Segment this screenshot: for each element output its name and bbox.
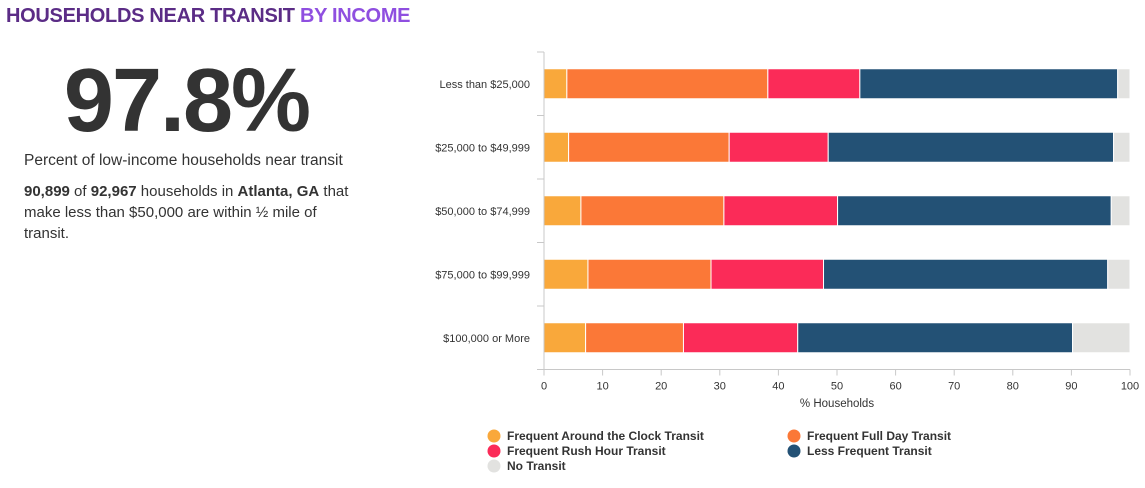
legend-swatch-frequent-around-the-clock-transit[interactable] bbox=[487, 429, 501, 443]
legend: Frequent Around the Clock Transit Frequen… bbox=[487, 429, 951, 473]
legend-swatch-no-transit[interactable] bbox=[487, 459, 501, 473]
x-tick-label-60: 60 bbox=[889, 381, 901, 393]
bar-frequent-rush-hour-transit-5[interactable] bbox=[682, 322, 799, 354]
bars bbox=[543, 68, 1131, 354]
chart-title: HOUSEHOLDS NEAR TRANSIT BY INCOME bbox=[6, 5, 411, 28]
bar-frequent-around-the-clock-transit-4[interactable] bbox=[543, 258, 589, 290]
bar-no-transit-3[interactable] bbox=[1110, 195, 1131, 227]
x-axis-title: % Households bbox=[800, 398, 874, 410]
x-tick-label-90: 90 bbox=[1065, 381, 1077, 393]
stat-detail: 90,899 of 92,967 households in Atlanta, … bbox=[24, 181, 354, 244]
location: Atlanta, GA bbox=[237, 183, 320, 200]
bar-frequent-full-day-transit-4[interactable] bbox=[587, 258, 712, 290]
legend-swatch-less-frequent-transit[interactable] bbox=[787, 444, 801, 458]
bar-frequent-around-the-clock-transit-1[interactable] bbox=[543, 68, 568, 100]
near-count: 90,899 bbox=[24, 183, 70, 200]
rest-text: that make less than $50,000 are within ½… bbox=[24, 183, 349, 242]
legend-swatch-frequent-full-day-transit[interactable] bbox=[787, 429, 801, 443]
bar-frequent-rush-hour-transit-4[interactable] bbox=[710, 258, 825, 290]
x-tick-label-20: 20 bbox=[655, 381, 667, 393]
of-text: of bbox=[69, 183, 91, 200]
x-tick-label-70: 70 bbox=[948, 381, 960, 393]
stat-caption: Percent of low-income households near tr… bbox=[24, 152, 343, 169]
bar-no-transit-4[interactable] bbox=[1107, 258, 1131, 290]
legend-label-frequent-rush-hour-transit[interactable]: Frequent Rush Hour Transit bbox=[507, 444, 666, 458]
category-label-less-than-25-000: Less than $25,000 bbox=[439, 79, 530, 91]
category-label-75-000-to-99-999: $75,000 to $99,999 bbox=[435, 269, 530, 281]
households-in-text: households in bbox=[136, 183, 238, 200]
bar-less-frequent-transit-4[interactable] bbox=[823, 258, 1109, 290]
bar-frequent-rush-hour-transit-1[interactable] bbox=[767, 68, 861, 100]
x-tick-label-10: 10 bbox=[596, 381, 608, 393]
bar-less-frequent-transit-3[interactable] bbox=[837, 195, 1112, 227]
category-label-25-000-to-49-999: $25,000 to $49,999 bbox=[435, 142, 530, 154]
title-accent: BY INCOME bbox=[299, 5, 411, 27]
bar-no-transit-1[interactable] bbox=[1117, 68, 1131, 100]
bar-frequent-full-day-transit-2[interactable] bbox=[568, 131, 730, 163]
bar-frequent-full-day-transit-1[interactable] bbox=[566, 68, 769, 100]
bar-frequent-rush-hour-transit-3[interactable] bbox=[723, 195, 839, 227]
axes: 0 10 20 30 40 50 60 70 80 90 100 bbox=[537, 51, 1139, 393]
x-tick-label-100: 100 bbox=[1121, 381, 1139, 393]
x-tick-label-30: 30 bbox=[714, 381, 726, 393]
category-labels: Less than $25,000 $25,000 to $49,999 $50,0… bbox=[435, 79, 530, 345]
x-tick-label-50: 50 bbox=[831, 381, 843, 393]
bar-less-frequent-transit-5[interactable] bbox=[797, 322, 1074, 354]
legend-swatch-frequent-rush-hour-transit[interactable] bbox=[487, 444, 501, 458]
bar-frequent-rush-hour-transit-2[interactable] bbox=[728, 131, 829, 163]
x-tick-label-80: 80 bbox=[1007, 381, 1019, 393]
category-label-100-000-or-more: $100,000 or More bbox=[443, 333, 530, 345]
bar-frequent-around-the-clock-transit-3[interactable] bbox=[543, 195, 582, 227]
big-stat-value: 97.8% bbox=[63, 51, 311, 151]
bar-less-frequent-transit-1[interactable] bbox=[859, 68, 1119, 100]
bar-frequent-around-the-clock-transit-5[interactable] bbox=[543, 322, 587, 354]
title-main: HOUSEHOLDS NEAR TRANSIT bbox=[6, 5, 295, 27]
bar-frequent-full-day-transit-3[interactable] bbox=[580, 195, 725, 227]
legend-label-frequent-full-day-transit[interactable]: Frequent Full Day Transit bbox=[807, 429, 951, 443]
legend-label-no-transit[interactable]: No Transit bbox=[507, 459, 566, 473]
legend-label-less-frequent-transit[interactable]: Less Frequent Transit bbox=[807, 444, 932, 458]
bar-frequent-around-the-clock-transit-2[interactable] bbox=[543, 131, 570, 163]
legend-label-frequent-around-the-clock-transit[interactable]: Frequent Around the Clock Transit bbox=[507, 429, 704, 443]
bar-no-transit-2[interactable] bbox=[1113, 131, 1131, 163]
bar-less-frequent-transit-2[interactable] bbox=[827, 131, 1115, 163]
category-label-50-000-to-74-999: $50,000 to $74,999 bbox=[435, 206, 530, 218]
total-count: 92,967 bbox=[90, 183, 137, 200]
bar-frequent-full-day-transit-5[interactable] bbox=[585, 322, 684, 354]
x-tick-label-0: 0 bbox=[541, 381, 547, 393]
x-tick-label-40: 40 bbox=[772, 381, 784, 393]
bar-no-transit-5[interactable] bbox=[1072, 322, 1131, 354]
